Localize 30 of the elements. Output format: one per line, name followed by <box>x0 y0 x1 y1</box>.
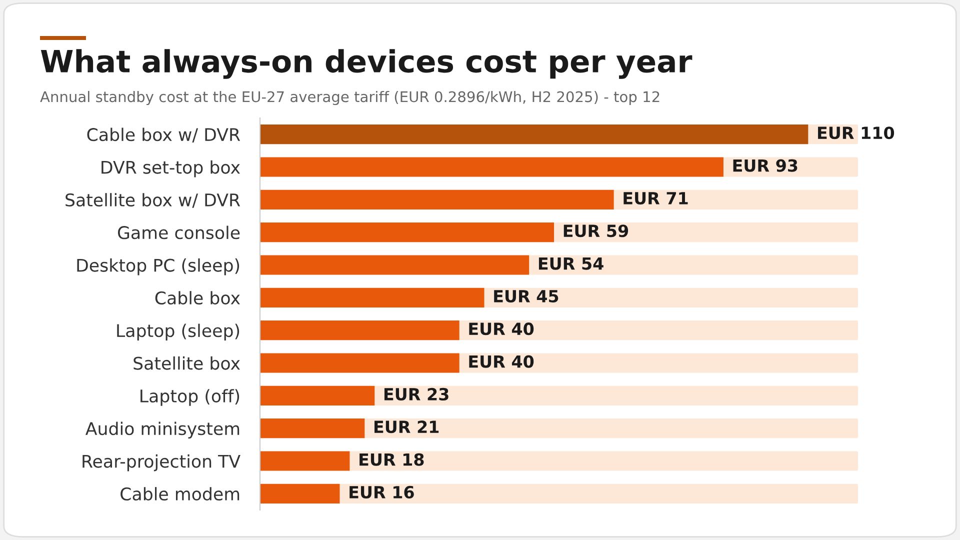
y-tick-label: Satellite box <box>134 356 240 370</box>
y-tick-label: Audio minisystem <box>86 422 240 439</box>
y-tick-label: Cable box <box>155 291 240 305</box>
data-label: EUR 59 <box>564 224 628 238</box>
bar <box>260 451 350 471</box>
data-label: EUR 93 <box>733 159 798 172</box>
bar <box>260 484 340 504</box>
data-label: EUR 54 <box>538 257 604 270</box>
y-tick-label: Satellite box w/ DVR <box>66 193 240 208</box>
data-label: EUR 18 <box>360 453 424 466</box>
bar <box>260 386 375 406</box>
data-label: EUR 45 <box>494 290 558 303</box>
y-tick-label: Cable modem <box>120 487 240 501</box>
y-tick-label: Laptop (sleep) <box>117 324 240 341</box>
data-label: EUR 21 <box>374 420 439 434</box>
y-tick-label: Rear-projection TV <box>82 454 240 472</box>
bar <box>260 418 365 438</box>
y-tick-label: Game console <box>118 226 240 240</box>
data-label: EUR 110 <box>818 126 894 140</box>
chart-title: What always-on devices cost per year <box>40 49 692 79</box>
y-tick-label: DVR set-top box <box>102 160 240 178</box>
data-label: EUR 40 <box>469 355 534 368</box>
data-label: EUR 16 <box>350 486 414 499</box>
chart-subtitle: Annual standby cost at the EU-27 average tariff (EUR 0.2896/kWh, H2 2025) - top 12 <box>40 90 660 106</box>
y-tick-label: Cable box w/ DVR <box>87 128 240 143</box>
data-label: EUR 71 <box>624 192 688 205</box>
data-label: EUR 23 <box>384 388 448 401</box>
y-tick-label: Desktop PC (sleep) <box>77 258 240 276</box>
y-tick-label: Laptop (off) <box>140 389 240 406</box>
data-label: EUR 40 <box>469 322 534 336</box>
